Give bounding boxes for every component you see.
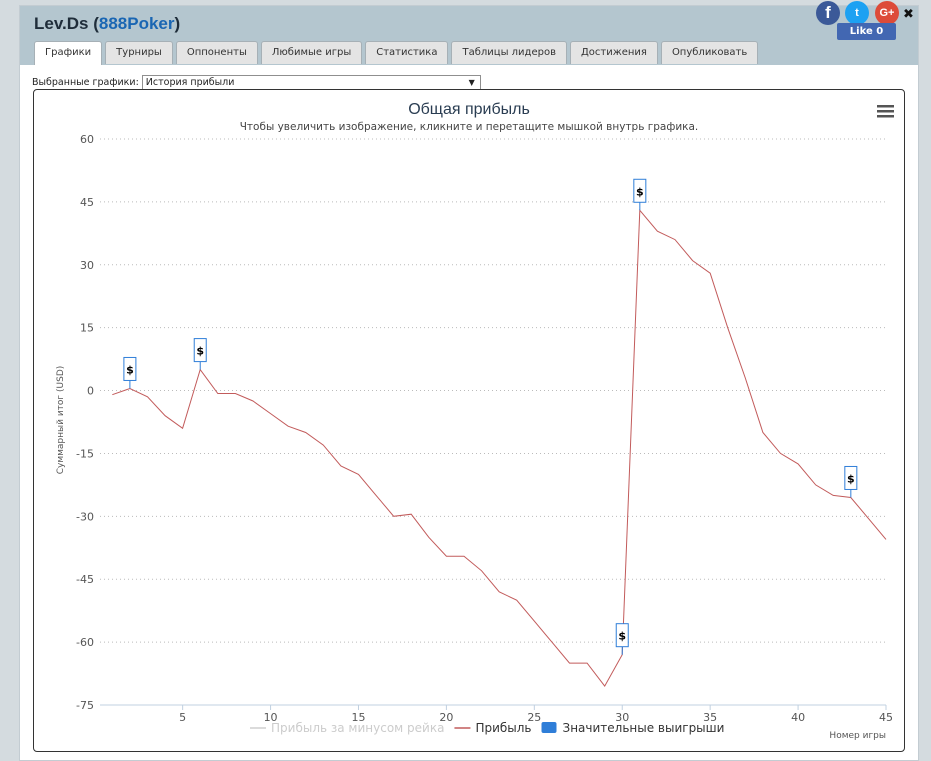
tab-leaderboards[interactable]: Таблицы лидеров [451, 41, 567, 64]
y-tick-label: -15 [76, 447, 94, 460]
legend-label: Прибыль за минусом рейка [271, 721, 444, 735]
x-tick-label: 10 [264, 711, 278, 724]
legend-label: Прибыль [475, 721, 531, 735]
chevron-down-icon: ▼ [468, 77, 475, 87]
tab-tournaments[interactable]: Турниры [105, 41, 173, 64]
y-tick-label: -30 [76, 510, 94, 523]
big-wins-markers: $ $ $ $ $ [123, 178, 858, 655]
tab-favorite-games[interactable]: Любимые игры [260, 41, 363, 64]
flag-box [633, 178, 647, 203]
chart-select-value: История прибыли [145, 76, 235, 88]
facebook-icon[interactable]: f [816, 1, 840, 25]
hamburger-menu-icon[interactable] [877, 105, 894, 118]
legend-item[interactable]: Прибыль [454, 721, 532, 735]
profit-series-line [112, 208, 887, 688]
legend-symbol [541, 722, 557, 733]
tab-bar: Графики Турниры Оппоненты Любимые игры С… [34, 41, 761, 65]
series-layer [112, 208, 887, 688]
x-tick-label: 30 [615, 711, 629, 724]
flag-box [123, 356, 137, 381]
chart-title: Общая прибыль [408, 101, 530, 118]
twitter-icon[interactable]: t [845, 1, 869, 25]
flag-label: $ [618, 630, 626, 643]
legend-item[interactable]: Значительные выигрыши [541, 721, 725, 735]
flag-box [844, 465, 858, 490]
y-tick-label: -45 [76, 573, 94, 586]
x-tick-label: 5 [179, 711, 186, 724]
flag-label: $ [636, 185, 644, 198]
y-axis-label: Суммарный итог (USD) [56, 366, 66, 475]
x-tick-label: 15 [351, 711, 365, 724]
big-win-flag[interactable]: $ [123, 356, 137, 389]
graphs-window: Lev.Ds (888Poker) Графики Турниры Оппоне… [19, 1, 919, 761]
x-axis-label: Номер игры [829, 731, 886, 741]
x-tick-label: 35 [703, 711, 717, 724]
profit-chart[interactable]: Общая прибыль Чтобы увеличить изображени… [34, 90, 904, 751]
close-icon[interactable]: ✖ [903, 7, 914, 22]
big-win-flag[interactable]: $ [844, 465, 858, 498]
chart-selector-row: Выбранные графики: История прибыли ▼ [32, 74, 481, 90]
x-tick-label: 20 [439, 711, 453, 724]
like-button[interactable]: Like 0 [837, 23, 896, 40]
window-header: Lev.Ds (888Poker) Графики Турниры Оппоне… [20, 1, 918, 65]
x-tick-label: 45 [879, 711, 893, 724]
tab-achievements[interactable]: Достижения [569, 41, 658, 64]
network-link[interactable]: 888Poker [98, 14, 175, 33]
social-buttons: f t G+ ✖ Like 0 [816, 1, 916, 41]
big-win-flag[interactable]: $ [633, 178, 647, 211]
x-tick-labels: 5 10 15 20 25 30 35 40 45 [179, 705, 893, 724]
tab-opponents[interactable]: Оппоненты [175, 41, 258, 64]
chart-select[interactable]: История прибыли ▼ [141, 74, 481, 90]
y-tick-label: -75 [76, 699, 94, 712]
legend-label: Значительные выигрыши [563, 721, 725, 735]
player-name: Lev.Ds [34, 14, 89, 33]
big-win-flag[interactable]: $ [615, 623, 629, 655]
flag-label: $ [847, 472, 855, 485]
legend: Прибыль за минусом рейка Прибыль Значитель… [250, 721, 724, 735]
google-plus-icon[interactable]: G+ [875, 1, 899, 25]
y-tick-labels: 60 45 30 15 0 -15 -30 -45 -60 -75 [76, 133, 94, 712]
flag-box [615, 623, 629, 648]
flag-label: $ [126, 363, 134, 376]
x-tick-label: 40 [791, 711, 805, 724]
y-tick-label: 30 [80, 259, 94, 272]
x-tick-label: 25 [527, 711, 541, 724]
page-title: Lev.Ds (888Poker) [34, 14, 181, 33]
y-tick-label: -60 [76, 636, 94, 649]
chart-subtitle: Чтобы увеличить изображение, кликните и … [240, 121, 699, 133]
y-gridlines [100, 138, 886, 643]
flag-label: $ [196, 345, 204, 358]
y-tick-label: 60 [80, 133, 94, 146]
tab-statistics[interactable]: Статистика [365, 41, 449, 64]
big-win-flag[interactable]: $ [193, 338, 207, 370]
chart-container: Общая прибыль Чтобы увеличить изображени… [33, 89, 905, 752]
legend-item[interactable]: Прибыль за минусом рейка [250, 721, 444, 735]
tab-graphs[interactable]: Графики [34, 41, 103, 65]
tab-publish[interactable]: Опубликовать [660, 41, 759, 64]
chart-selector-label: Выбранные графики: [32, 76, 139, 88]
y-tick-label: 15 [80, 322, 94, 335]
y-tick-label: 45 [80, 196, 94, 209]
y-tick-label: 0 [87, 385, 94, 398]
flag-box [193, 338, 207, 363]
